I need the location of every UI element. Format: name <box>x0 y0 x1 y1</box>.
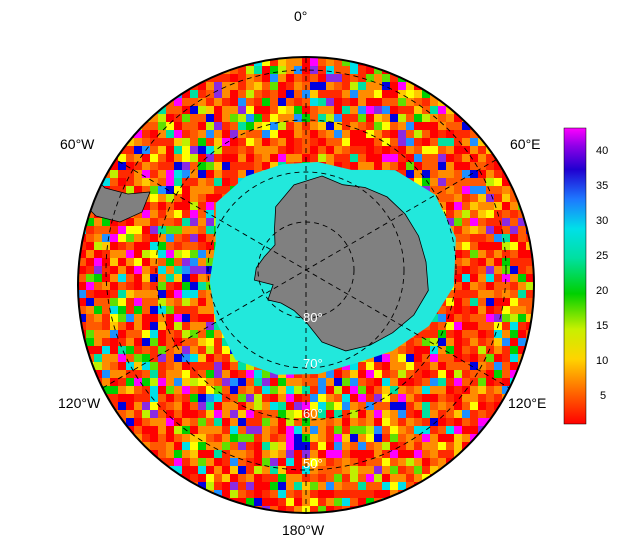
lon-label-120e: 120°E <box>508 395 547 411</box>
colorbar-tick-15: 15 <box>596 320 609 332</box>
lon-label-60e: 60°E <box>510 136 541 152</box>
colorbar-tick-25: 25 <box>596 250 609 262</box>
lon-label-0: 0° <box>294 8 308 24</box>
graticule <box>86 57 526 513</box>
antarctica-landmass <box>253 175 429 352</box>
lat-label-70: 70° <box>303 356 323 371</box>
lat-label-80: 80° <box>303 310 323 325</box>
colorbar-tick-40: 40 <box>596 145 609 157</box>
lat-label-60: 60° <box>303 406 323 421</box>
colorbar-tick-10: 10 <box>596 355 609 367</box>
lon-label-120w: 120°W <box>58 395 101 411</box>
colorbar-tick-35: 35 <box>596 180 609 192</box>
lon-label-60w: 60°W <box>60 136 95 152</box>
colorbar <box>563 127 587 425</box>
colorbar-tick-20: 20 <box>596 285 609 297</box>
colorbar-tick-5: 5 <box>600 390 607 402</box>
meridian-120 <box>86 142 526 398</box>
lat-label-50: 50° <box>303 456 323 471</box>
colorbar-tick-30: 30 <box>596 215 609 227</box>
lon-label-180w: 180°W <box>282 522 325 538</box>
lat-circle-50 <box>105 69 507 471</box>
map-border <box>77 56 535 514</box>
